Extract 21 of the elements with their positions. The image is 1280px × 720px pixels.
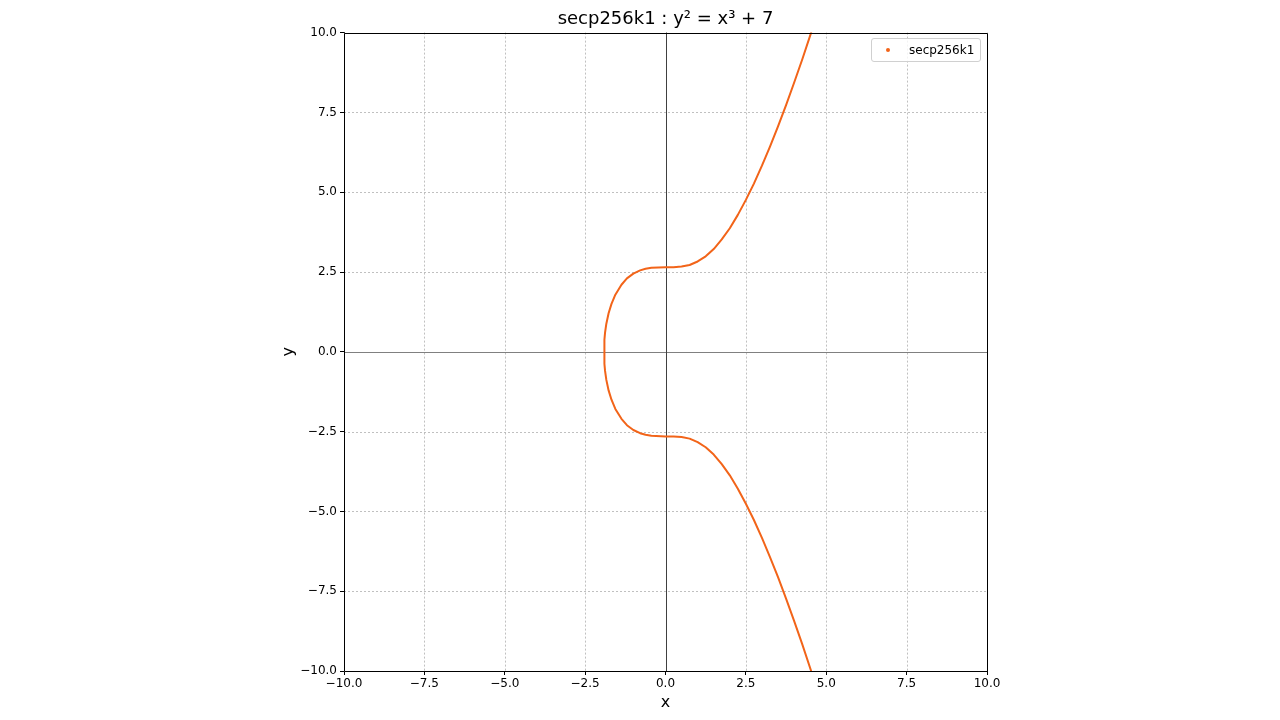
x-tick-label: 0.0 <box>655 676 676 691</box>
x-tick-label: −7.5 <box>409 676 439 691</box>
x-tick-label: −5.0 <box>490 676 520 691</box>
y-tick-label: −5.0 <box>307 503 337 518</box>
x-tick-label: 10.0 <box>973 676 1001 691</box>
y-tick-label: −2.5 <box>307 423 337 438</box>
x-tick-label: 2.5 <box>736 676 756 691</box>
y-axis-title: y <box>277 347 297 357</box>
y-tick-label: 0.0 <box>317 343 337 358</box>
y-tick-label: −7.5 <box>307 583 337 598</box>
legend-label: secp256k1 <box>909 41 975 58</box>
x-tick-label: −2.5 <box>570 676 600 691</box>
y-tick-label: 2.5 <box>317 264 337 279</box>
x-tick-label: 7.5 <box>897 676 917 691</box>
chart-title: secp256k1 : y² = x³ + 7 <box>557 7 774 29</box>
y-tick-label: 7.5 <box>317 104 337 119</box>
y-tick-label: 5.0 <box>317 184 337 199</box>
x-tick-label: 5.0 <box>816 676 836 691</box>
y-tick-label: −10.0 <box>300 663 337 678</box>
y-tick-label: 10.0 <box>310 24 337 39</box>
x-axis-title: x <box>660 691 671 711</box>
